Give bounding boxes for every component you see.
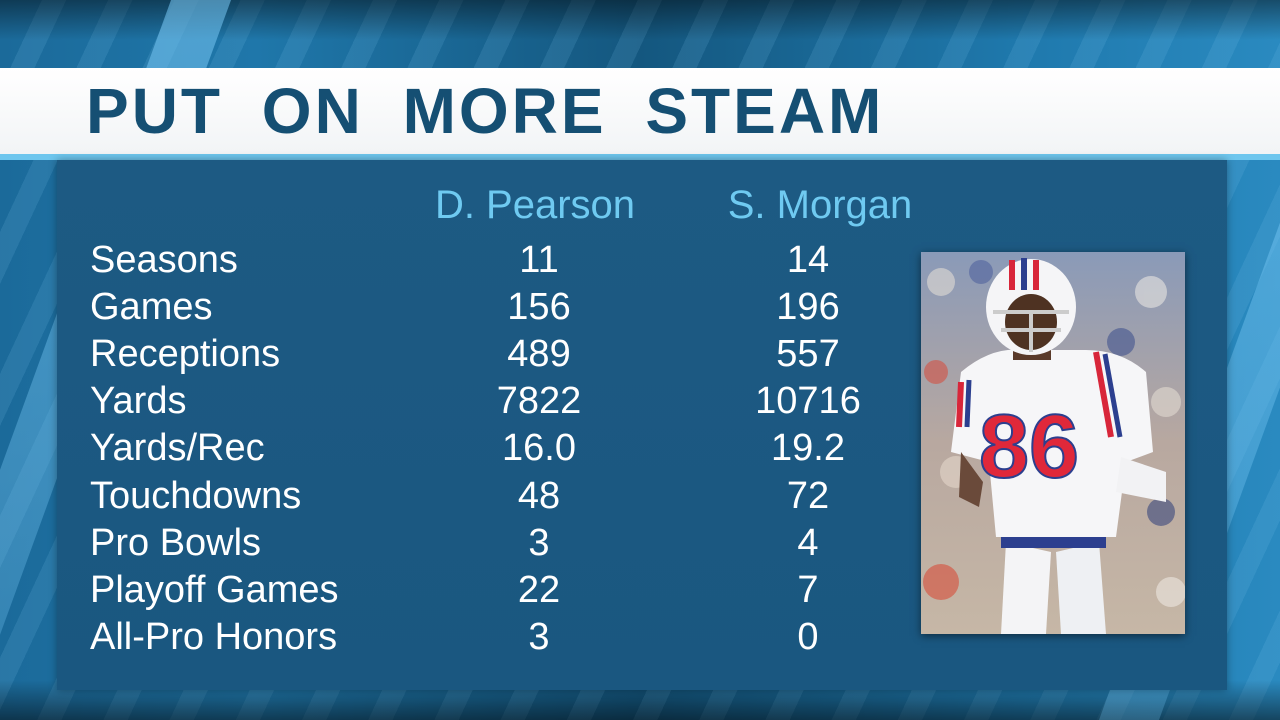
stat-label: Pro Bowls [90,522,262,564]
title-underline [0,154,1280,160]
stat-value-pearson: 22 [517,569,561,611]
jersey-number: 86 [979,397,1079,497]
player-photo-illustration: 86 [921,252,1185,634]
stat-value-morgan: 557 [776,333,840,375]
player-name-pearson: D. Pearson [434,183,636,227]
stat-value-morgan: 72 [786,475,830,517]
player-name-morgan: S. Morgan [727,183,913,227]
stat-row: Games 156 196 [90,284,890,331]
graphic-title: PUT ON MORE STEAM [86,75,885,147]
stat-value-pearson: 16.0 [502,427,576,469]
stat-value-pearson: 11 [519,239,559,281]
stat-row: Yards/Rec 16.0 19.2 [90,425,890,472]
stat-row: Touchdowns 48 72 [90,473,890,520]
stat-value-morgan: 14 [786,239,830,281]
stat-row: Yards 7822 10716 [90,378,890,425]
stat-row: All-Pro Honors 3 0 [90,614,890,661]
stat-value-morgan: 4 [797,522,819,564]
stat-label: Yards/Rec [90,427,265,469]
stat-value-morgan: 0 [797,616,819,658]
stat-value-pearson: 48 [517,475,561,517]
title-bar [0,68,1280,154]
stat-label: Playoff Games [90,569,339,611]
stat-row: Pro Bowls 3 4 [90,520,890,567]
stat-label: Touchdowns [90,475,302,517]
stat-row: Playoff Games 22 7 [90,567,890,614]
stat-label: Yards [90,380,187,422]
stat-label: Games [90,286,213,328]
stat-label: Seasons [90,239,238,281]
stat-label: Receptions [90,333,281,375]
stat-value-morgan: 7 [797,569,819,611]
stat-row: Seasons 11 14 [90,237,890,284]
stat-row: Receptions 489 557 [90,331,890,378]
stat-value-morgan: 196 [776,286,840,328]
stat-value-morgan: 10716 [755,380,861,422]
stat-value-pearson: 3 [528,522,550,564]
stat-value-pearson: 489 [507,333,571,375]
stat-value-pearson: 7822 [496,380,582,422]
stat-value-morgan: 19.2 [771,427,845,469]
player-photo: 86 [921,252,1185,634]
stat-value-pearson: 3 [528,616,550,658]
stat-value-pearson: 156 [507,286,571,328]
stat-label: All-Pro Honors [90,616,338,658]
